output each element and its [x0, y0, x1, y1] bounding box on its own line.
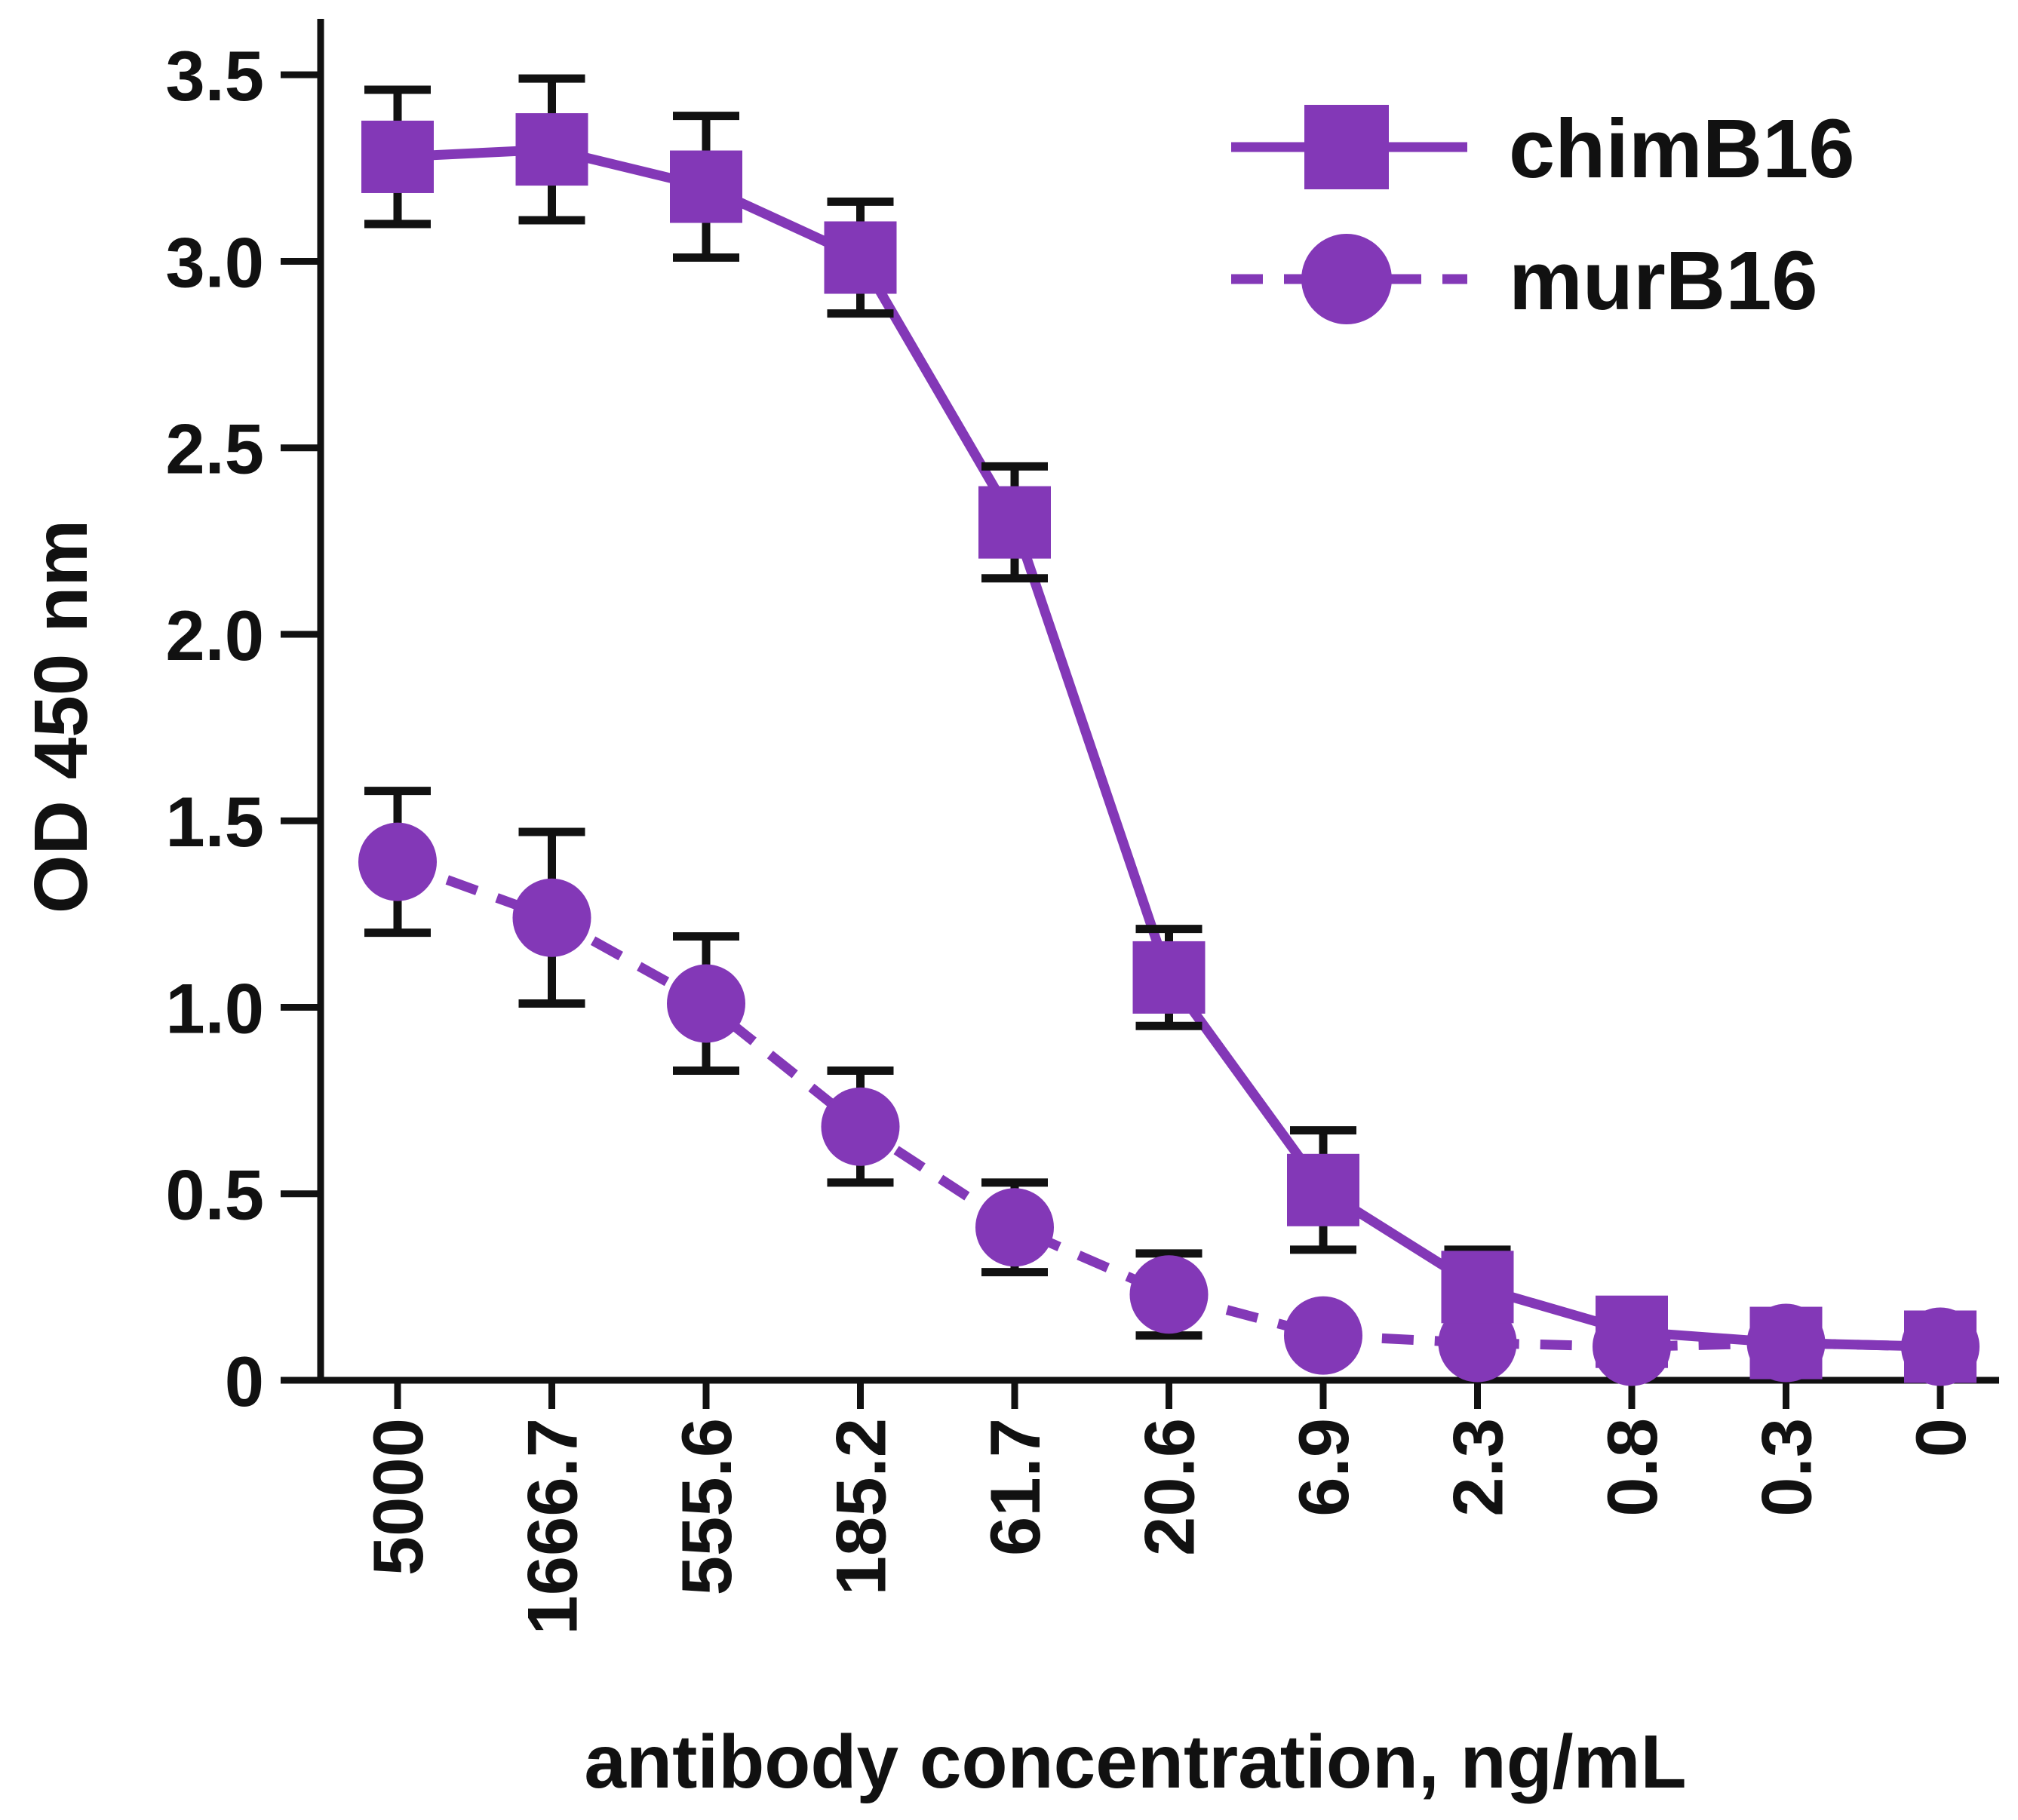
y-tick-label: 2.5: [165, 410, 264, 489]
chimb16-point: [1132, 941, 1206, 1014]
x-tick-label: 61.7: [975, 1418, 1055, 1556]
legend-label: murB16: [1509, 235, 1818, 327]
y-tick-label: 1.5: [165, 782, 264, 861]
murb16-point: [1129, 1255, 1209, 1334]
x-tick-label: 185.2: [822, 1418, 901, 1595]
x-ticks: 5000 1666.7 555.6 185.2 61.7 20.6 6.9 2.3 0.8 0.3…: [358, 1380, 1980, 1635]
chimb16-point: [824, 221, 897, 294]
y-tick-label: 0: [225, 1342, 264, 1421]
chimb16-point: [1749, 1306, 1823, 1380]
x-tick-label: 20.6: [1130, 1418, 1209, 1556]
murb16-line: [395, 857, 1941, 1352]
y-tick-label: 1.0: [165, 968, 264, 1048]
chimb16-point: [1596, 1295, 1668, 1368]
series: [358, 74, 1980, 1386]
murb16-point: [821, 1087, 900, 1166]
murb16-point: [1284, 1296, 1362, 1375]
chimb16-point: [1441, 1251, 1514, 1324]
x-tick-label: 0.3: [1747, 1418, 1826, 1517]
x-tick-label: 0.8: [1593, 1418, 1672, 1517]
x-tick-label: 6.9: [1284, 1418, 1363, 1517]
murb16-point: [667, 964, 745, 1043]
chimb16-point: [515, 113, 588, 186]
chimb16-point: [978, 486, 1051, 559]
x-axis-title: antibody concentration, ng/mL: [584, 1720, 1686, 1804]
legend-marker: [1301, 234, 1392, 324]
y-axis-title: OD 450 nm: [19, 520, 103, 913]
y-tick-label: 3.0: [165, 223, 264, 302]
murb16-point: [512, 878, 591, 957]
chimb16-point: [670, 150, 742, 223]
x-tick-label: 555.6: [667, 1418, 746, 1595]
chimb16-point: [361, 120, 434, 193]
chimb16-point: [1904, 1310, 1977, 1383]
legend-item-murb16: murB16: [1231, 234, 1818, 327]
x-tick-label: 1666.7: [513, 1418, 592, 1635]
legend-item-chimb16: chimB16: [1231, 103, 1855, 195]
legend: chimB16 murB16: [1231, 103, 1855, 327]
x-tick-label: 2.3: [1439, 1418, 1518, 1517]
y-tick-label: 0.5: [165, 1156, 264, 1235]
axes: [317, 19, 1999, 1384]
chimb16-line: [397, 144, 1941, 1352]
x-tick-label: 0: [1901, 1418, 1980, 1457]
y-tick-label: 2.0: [165, 596, 264, 675]
x-tick-label: 5000: [358, 1418, 438, 1576]
legend-label: chimB16: [1509, 103, 1855, 195]
murb16-point: [975, 1188, 1054, 1267]
chimb16-point: [1287, 1153, 1359, 1226]
y-tick-label: 3.5: [165, 36, 264, 115]
legend-marker: [1304, 105, 1389, 189]
y-ticks: 0 0.5 1.0 1.5 2.0 2.5 3.0 3.5: [165, 36, 321, 1421]
murb16-point: [1438, 1303, 1517, 1383]
murb16-point: [358, 822, 437, 901]
